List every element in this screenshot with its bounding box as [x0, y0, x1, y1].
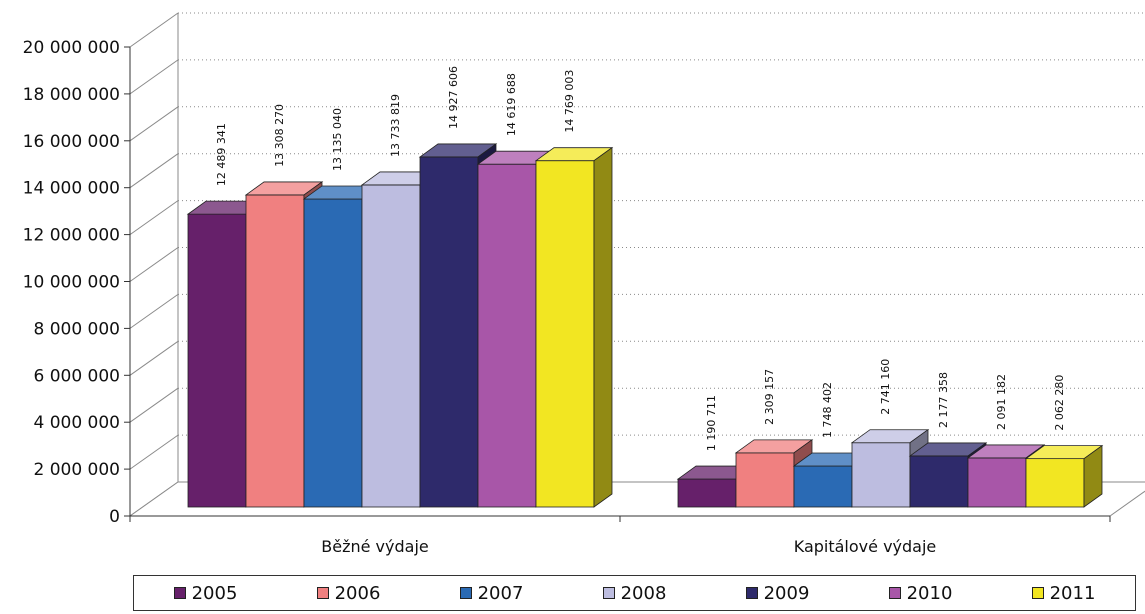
legend-label: 2007 — [477, 582, 524, 604]
y-tick-label: 10 000 000 — [23, 273, 120, 293]
legend-swatch — [1031, 587, 1044, 599]
y-tick-label: 6 000 000 — [33, 366, 120, 386]
side-wall-line — [129, 247, 179, 282]
data-label-2007-1: 1 748 402 — [821, 382, 834, 438]
bar-front-2009-1 — [909, 455, 969, 508]
data-label-2008-0: 13 733 819 — [389, 94, 402, 157]
bar-front-2005-1 — [677, 478, 737, 508]
legend-label: 2008 — [620, 582, 667, 604]
data-label-2006-0: 13 308 270 — [273, 104, 286, 167]
legend: 2005 2006 2007 2008 2009 2010 2011 — [133, 575, 1136, 611]
legend-item-2006: 2006 — [277, 583, 420, 604]
bar-front-2011-0 — [535, 160, 595, 508]
legend-label: 2010 — [906, 582, 953, 604]
legend-item-2007: 2007 — [420, 583, 563, 604]
side-wall-line — [129, 340, 179, 376]
y-tick-label: 0 — [109, 507, 120, 527]
data-label-2008-1: 2 741 160 — [879, 359, 892, 415]
y-tick-label: 16 000 000 — [23, 132, 120, 152]
legend-label: 2005 — [191, 582, 238, 604]
side-wall-line — [129, 434, 179, 470]
bar-front-2009-0 — [419, 156, 479, 508]
bar-front-2010-1 — [967, 457, 1027, 508]
data-label-2011-0: 14 769 003 — [563, 70, 576, 133]
bar-side-2011-1 — [1083, 444, 1103, 508]
bar-front-2006-0 — [245, 194, 305, 508]
legend-item-2008: 2008 — [563, 583, 706, 604]
y-axis: 0 2 000 000 4 000 000 6 000 000 8 000 000 10 … — [23, 38, 131, 527]
y-tick-label: 4 000 000 — [33, 413, 120, 433]
x-tick-label: Běžné výdaje — [321, 537, 428, 556]
legend-swatch — [316, 587, 329, 599]
y-tick-label: 14 000 000 — [23, 179, 120, 199]
legend-swatch — [173, 587, 186, 599]
bar-front-2011-1 — [1025, 458, 1085, 508]
data-label-2007-0: 13 135 040 — [331, 108, 344, 171]
side-wall-line — [129, 387, 179, 423]
legend-swatch — [745, 587, 758, 599]
bar-front-2008-0 — [361, 184, 421, 508]
data-label-2005-1: 1 190 711 — [705, 395, 718, 451]
side-wall-line — [129, 153, 179, 189]
x-tick-label: Kapitálové výdaje — [794, 537, 937, 556]
bar-front-2008-1 — [851, 442, 911, 508]
bar-front-2007-1 — [793, 465, 853, 508]
y-tick-label: 18 000 000 — [23, 85, 120, 105]
legend-swatch — [602, 587, 615, 599]
side-wall-line — [129, 12, 179, 48]
y-tick-label: 2 000 000 — [33, 460, 120, 480]
legend-item-2010: 2010 — [849, 583, 992, 604]
bars: 12 489 341 13 308 270 13 135 040 13 733 819… — [186, 66, 1104, 508]
legend-swatch — [459, 587, 472, 599]
legend-item-2009: 2009 — [706, 583, 849, 604]
legend-label: 2009 — [763, 582, 810, 604]
data-label-2005-0: 12 489 341 — [215, 123, 228, 186]
bar-side-2011-0 — [593, 146, 613, 508]
legend-label: 2006 — [334, 582, 381, 604]
y-tick-label: 20 000 000 — [23, 38, 120, 58]
data-label-2010-1: 2 091 182 — [995, 374, 1008, 430]
legend-item-2011: 2011 — [992, 583, 1135, 604]
legend-label: 2011 — [1049, 582, 1096, 604]
side-wall-line — [129, 59, 179, 95]
side-wall-line — [129, 106, 179, 142]
bar-front-2007-0 — [303, 198, 363, 508]
y-tick-label: 12 000 000 — [23, 226, 120, 246]
y-tick-label: 8 000 000 — [33, 319, 120, 339]
data-label-2010-0: 14 619 688 — [505, 73, 518, 136]
bar-front-2005-0 — [187, 213, 247, 508]
legend-item-2005: 2005 — [134, 583, 277, 604]
legend-swatch — [888, 587, 901, 599]
x-axis: Běžné výdaje Kapitálové výdaje — [129, 515, 1111, 556]
side-wall-line — [129, 293, 179, 329]
data-label-2006-1: 2 309 157 — [763, 369, 776, 425]
bar-front-2010-0 — [477, 163, 537, 508]
data-label-2009-0: 14 927 606 — [447, 66, 460, 129]
data-label-2011-1: 2 062 280 — [1053, 375, 1066, 431]
data-label-2009-1: 2 177 358 — [937, 372, 950, 428]
side-wall-line — [129, 200, 179, 236]
bar-front-2006-1 — [735, 452, 795, 508]
